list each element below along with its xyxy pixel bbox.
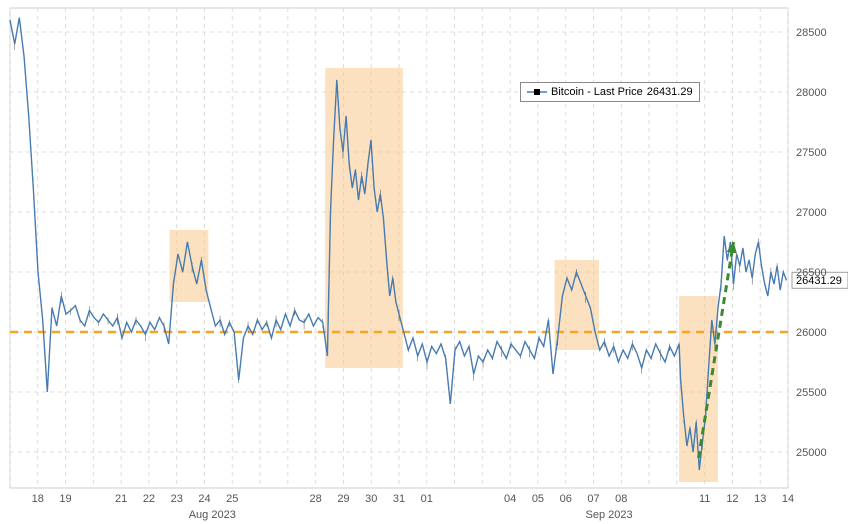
svg-text:26500: 26500 xyxy=(796,267,827,279)
svg-text:28500: 28500 xyxy=(796,27,827,39)
svg-text:01: 01 xyxy=(421,493,433,505)
svg-text:29: 29 xyxy=(337,493,349,505)
legend-label: Bitcoin - Last Price xyxy=(551,86,643,98)
svg-text:07: 07 xyxy=(587,493,599,505)
svg-text:12: 12 xyxy=(726,493,738,505)
svg-text:05: 05 xyxy=(532,493,544,505)
svg-text:31: 31 xyxy=(393,493,405,505)
svg-text:04: 04 xyxy=(504,493,516,505)
svg-text:Sep 2023: Sep 2023 xyxy=(586,509,633,521)
svg-text:18: 18 xyxy=(32,493,44,505)
svg-text:27500: 27500 xyxy=(796,147,827,159)
svg-text:28: 28 xyxy=(310,493,322,505)
svg-text:24: 24 xyxy=(198,493,210,505)
svg-text:19: 19 xyxy=(59,493,71,505)
svg-text:25500: 25500 xyxy=(796,387,827,399)
svg-text:28000: 28000 xyxy=(796,87,827,99)
legend: Bitcoin - Last Price 26431.29 xyxy=(520,82,700,102)
svg-text:25: 25 xyxy=(226,493,238,505)
svg-text:27000: 27000 xyxy=(796,207,827,219)
svg-text:25000: 25000 xyxy=(796,447,827,459)
svg-text:08: 08 xyxy=(615,493,627,505)
svg-text:06: 06 xyxy=(560,493,572,505)
legend-value: 26431.29 xyxy=(647,86,693,98)
legend-marker xyxy=(527,87,547,97)
svg-text:11: 11 xyxy=(699,493,710,505)
chart-container: 25000 25500 26000 26431.29 26500 27000 27500 28… xyxy=(0,0,848,524)
svg-text:14: 14 xyxy=(782,493,794,505)
svg-text:Aug 2023: Aug 2023 xyxy=(189,509,236,521)
svg-text:21: 21 xyxy=(115,493,127,505)
svg-text:30: 30 xyxy=(365,493,377,505)
svg-text:26000: 26000 xyxy=(796,327,827,339)
svg-text:22: 22 xyxy=(143,493,155,505)
svg-text:13: 13 xyxy=(754,493,766,505)
price-chart: 25000 25500 26000 26431.29 26500 27000 27500 28… xyxy=(0,0,848,524)
svg-text:23: 23 xyxy=(171,493,183,505)
